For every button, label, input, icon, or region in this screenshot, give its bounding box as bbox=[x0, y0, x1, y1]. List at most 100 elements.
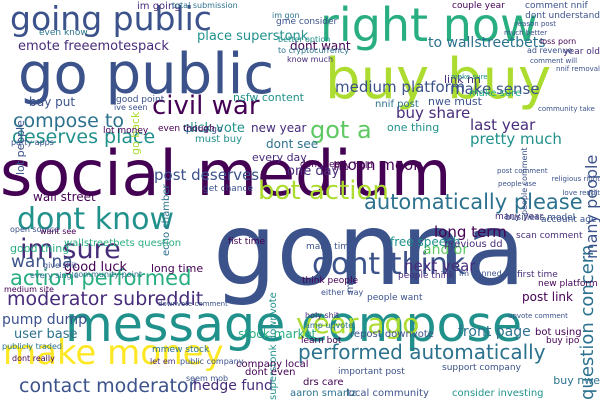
word-hedge-fund: hedge fund bbox=[193, 378, 273, 394]
word-and-or: and or bbox=[423, 242, 469, 258]
word-stock-market: stock market bbox=[238, 327, 317, 341]
word-emote-freeemotespack: emote freeemotespack bbox=[18, 39, 169, 54]
word-new-platform: new platform bbox=[538, 279, 598, 289]
word-front-page: front page bbox=[458, 324, 531, 340]
word-amp-upvote: amp upvote bbox=[305, 321, 354, 330]
word-nnif-post: nnif post bbox=[375, 99, 419, 110]
word-wan-na: wan na bbox=[11, 252, 73, 272]
word-im-sure: im sure bbox=[20, 234, 121, 265]
word-drs-care: drs care bbox=[303, 377, 344, 388]
word-dont-want: dont want bbox=[290, 39, 351, 53]
word-post-comment: post comment bbox=[497, 167, 548, 175]
word-public-company: public company bbox=[180, 357, 244, 366]
word-click-vote: click vote bbox=[183, 121, 245, 136]
word-make-sure-2: make sure bbox=[451, 73, 488, 81]
word-even-though: even though bbox=[158, 124, 215, 134]
word-ad-revenue: ad revenue bbox=[527, 46, 573, 55]
word-social-medium: social medium bbox=[0, 137, 452, 210]
word-seem-mob: seem mob bbox=[186, 374, 229, 383]
word-im-banned: im banned bbox=[459, 269, 502, 278]
word-important-post: important post bbox=[338, 367, 405, 377]
word-next-year: next year bbox=[404, 257, 476, 275]
word-dont-think: dont think bbox=[312, 247, 466, 282]
word-medium-site: medium site bbox=[4, 285, 54, 294]
word-buy-hold: buy hold bbox=[334, 161, 374, 171]
word-pump-dump: pump dump bbox=[2, 312, 88, 328]
word-nsfw-content: nsfw content bbox=[233, 91, 304, 104]
word-much-better: much better bbox=[504, 29, 548, 37]
word-user-base: user base bbox=[14, 327, 78, 342]
word-deserves-place: deserves place bbox=[12, 126, 156, 148]
word-one-thing: one thing bbox=[387, 121, 440, 134]
word-year-old: year old bbox=[563, 47, 600, 57]
word-upvote-comment: upvote comment bbox=[508, 312, 568, 320]
word-aaron-smartz: aaron smartz bbox=[290, 388, 357, 399]
word-people-want: people want bbox=[367, 293, 423, 303]
word-every-single: every single bbox=[30, 271, 79, 280]
word-to-wallstreetbets: to wallstreetbets bbox=[428, 35, 546, 51]
word-post-deserves: post deserves bbox=[154, 166, 260, 184]
word-right-now: right now bbox=[320, 0, 538, 52]
word-good-luck: good luck bbox=[64, 260, 128, 275]
word-good-thing: good thing bbox=[10, 242, 70, 255]
word-people-use: people use bbox=[498, 180, 537, 188]
word-im-gon: im gon bbox=[272, 11, 300, 20]
word-im-going: im going bbox=[137, 1, 181, 12]
word-lot-people: lot people bbox=[14, 120, 27, 175]
word-place-superstonk: place superstonk bbox=[197, 29, 309, 44]
word-ive-seen: ive seen bbox=[114, 103, 148, 112]
word-superstonk-downvote: superstonk downvote bbox=[268, 292, 279, 400]
word-couple-year: couple year bbox=[452, 1, 505, 11]
word-think-people: think people bbox=[302, 276, 359, 286]
word-learn-bot: learn bot bbox=[301, 336, 342, 346]
word-support-company: support company bbox=[442, 363, 521, 373]
word-contact-moderator: contact moderator bbox=[19, 375, 197, 397]
word-bot-using: bot using bbox=[535, 327, 582, 338]
word-make-money: make money bbox=[3, 333, 224, 373]
word-religious-right: religious right bbox=[551, 175, 600, 183]
word-consider-investing: consider investing bbox=[452, 388, 544, 399]
word-company-local: company local bbox=[236, 359, 309, 370]
word-know-much: know much bbox=[287, 55, 334, 64]
word-scan-comment: scan comment bbox=[516, 231, 583, 241]
word-love-reddit: love reddit bbox=[562, 189, 600, 197]
word-medium-platform: medium platform bbox=[335, 78, 466, 96]
word-price-go: price go bbox=[186, 125, 223, 135]
word-make-sure: make sure bbox=[469, 88, 522, 99]
word-link-nn: link nn bbox=[444, 73, 481, 86]
word-post-link: post link bbox=[522, 290, 573, 304]
word-last-year: last year bbox=[470, 116, 536, 134]
word-total-submission: total submission bbox=[172, 1, 238, 10]
word-business-model: business model bbox=[505, 213, 576, 223]
word-local-community: local community bbox=[346, 388, 429, 399]
word-many-time: many time bbox=[306, 242, 355, 252]
word-wall-street: wall street bbox=[33, 190, 96, 204]
word-party-apps: party apps bbox=[11, 138, 54, 147]
word-publicly-traded: publicly traded bbox=[2, 342, 62, 351]
word-new-year: new year bbox=[251, 121, 307, 135]
word-buy-share: buy share bbox=[396, 104, 471, 122]
word-downvote-comment: downvote comment bbox=[158, 300, 228, 308]
word-go-public: go public bbox=[18, 42, 275, 107]
word-even-know: even know bbox=[39, 28, 88, 38]
word-dont-know: dont know bbox=[17, 202, 174, 237]
word-account-age: account age bbox=[541, 215, 597, 225]
word-to-cryptocurrency: to cryptocurrency bbox=[278, 46, 349, 55]
word-people-think: people think bbox=[398, 271, 455, 281]
word-going-public: going public bbox=[10, 0, 212, 38]
word-civil-war: civil war bbox=[152, 91, 260, 121]
word-wallstreetbets-question: wallstreetbets question bbox=[64, 238, 182, 249]
word-every-day: every day bbox=[252, 151, 307, 164]
word-fist-time: fist time bbox=[228, 237, 266, 247]
word-good-point: good point bbox=[116, 95, 165, 105]
word-gonna: gonna bbox=[213, 191, 526, 308]
word-dont-really: dont really bbox=[12, 354, 55, 363]
word-dont-even: dont even bbox=[245, 367, 296, 378]
word-must-buy: must buy bbox=[195, 134, 242, 145]
word-mmew-stock: mmew stock bbox=[152, 345, 210, 355]
word-moon-moon: moon moon bbox=[333, 156, 423, 174]
word-previous-dd: previous dd bbox=[444, 239, 503, 250]
word-either-way: either way bbox=[321, 288, 364, 297]
word-better-option: better option bbox=[278, 35, 331, 44]
word-make-sense: make sense bbox=[450, 80, 540, 98]
